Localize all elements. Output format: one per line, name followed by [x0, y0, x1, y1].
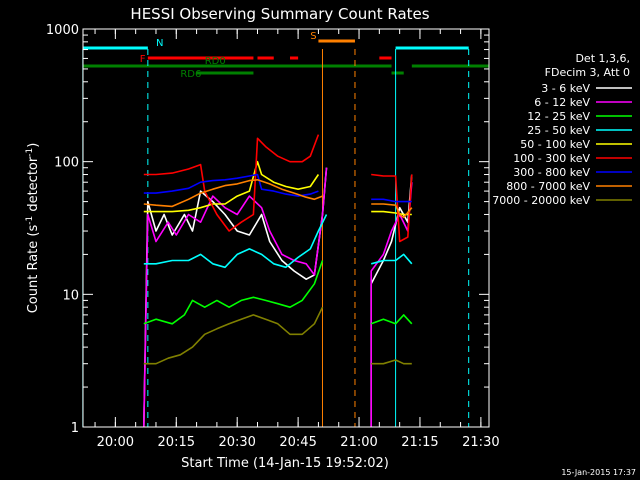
plot-frame — [82, 28, 490, 428]
y-tick-label: 1000 — [46, 23, 79, 38]
series-line-8 — [371, 359, 412, 365]
series-line-7 — [371, 203, 413, 219]
y-axis-label-part: ) — [26, 143, 41, 148]
legend-entry-label: 3 - 6 keV — [541, 82, 590, 95]
y-axis-label-part: detector — [26, 156, 41, 216]
flag-label-s: S — [310, 31, 316, 42]
legend-entry-label: 7000 - 20000 keV — [492, 194, 590, 207]
series-line-0 — [143, 167, 328, 428]
flag-label-rd6: RD6 — [180, 69, 201, 80]
x-tick-label: 20:30 — [218, 435, 255, 450]
series-line-3 — [143, 214, 328, 269]
series-line-1 — [143, 167, 328, 428]
footer-date: 15-Jan-2015 17:37 — [561, 468, 636, 477]
y-tick-label: 100 — [54, 156, 79, 171]
x-axis-label: Start Time (14-Jan-15 19:52:02) — [181, 456, 389, 471]
legend-entry-label: 12 - 25 keV — [527, 110, 590, 123]
legend-entry-label: 300 - 800 keV — [513, 166, 590, 179]
legend-entry-label: 100 - 300 keV — [513, 152, 590, 165]
flag-label-rd0: RD0 — [205, 56, 226, 67]
x-tick-label: 20:45 — [279, 435, 316, 450]
y-tick-label: 1 — [71, 421, 79, 436]
series-line-6 — [371, 198, 412, 203]
x-tick-label: 21:00 — [340, 435, 377, 450]
series-line-2 — [143, 260, 324, 325]
legend-header: Det 1,3,6, — [575, 52, 630, 65]
series-line-7 — [143, 179, 323, 208]
series-line-2 — [370, 314, 413, 325]
legend-entry-label: 6 - 12 keV — [534, 96, 590, 109]
y-tick-label: 10 — [62, 288, 79, 303]
series-line-5 — [143, 134, 320, 232]
legend-entry-label: 50 - 100 keV — [520, 138, 590, 151]
series-line-8 — [143, 306, 324, 365]
legend-entry-label: 800 - 7000 keV — [506, 180, 590, 193]
series-line-3 — [370, 253, 413, 265]
x-tick-label: 20:15 — [158, 435, 195, 450]
flag-label-n: N — [156, 38, 163, 49]
y-axis-label-part: -1 — [25, 148, 35, 157]
legend-header: FDecim 3, Att 0 — [545, 66, 630, 79]
y-axis-label: Count Rate (s-1 detector-1) — [25, 143, 41, 314]
series-line-4 — [143, 160, 320, 213]
x-tick-label: 21:15 — [401, 435, 438, 450]
flag-label-f: F — [140, 54, 146, 65]
chart-title: HESSI Observing Summary Count Rates — [130, 5, 429, 23]
series-line-6 — [143, 173, 319, 197]
legend-entry-label: 25 - 50 keV — [527, 124, 590, 137]
x-tick-label: 21:30 — [462, 435, 499, 450]
y-axis-label-part: Count Rate (s — [26, 225, 41, 314]
y-axis-label-part: -1 — [25, 216, 35, 225]
x-tick-label: 20:00 — [97, 435, 134, 450]
